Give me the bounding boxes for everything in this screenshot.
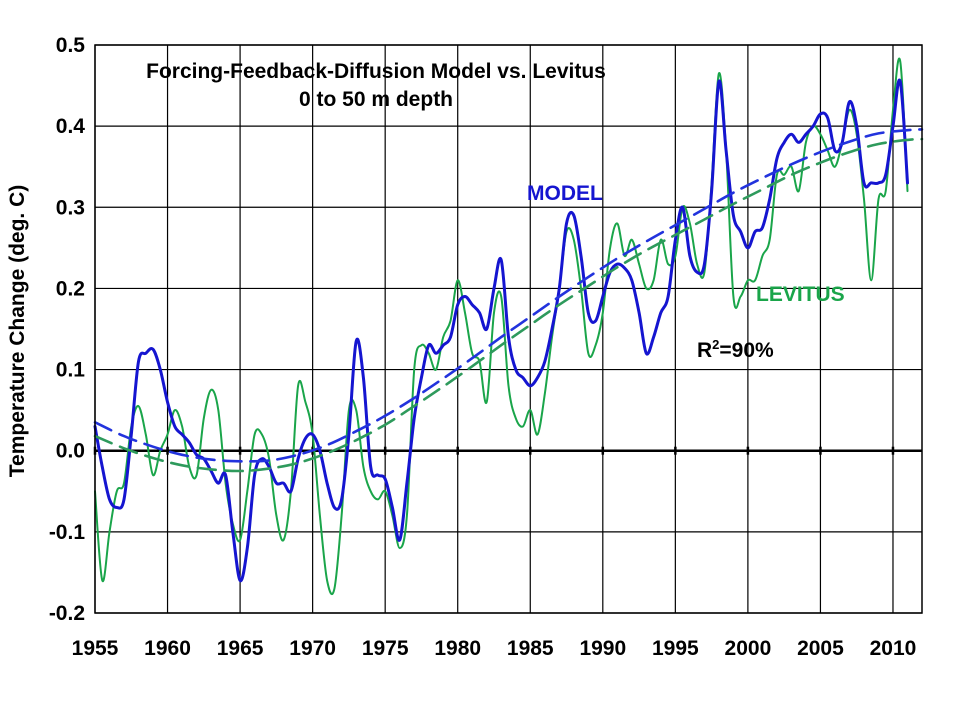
x-tick-label: 1960: [144, 637, 191, 660]
x-tick-label: 1980: [434, 637, 481, 660]
y-tick-label: -0.1: [49, 521, 86, 544]
y-tick-label: 0.3: [56, 196, 85, 219]
x-tick-label: 1985: [507, 637, 554, 660]
y-axis-ticks: -0.2 -0.1 0.0 0.1 0.2 0.3 0.4 0.5: [49, 34, 86, 625]
r-squared-letter: R: [697, 339, 712, 362]
x-tick-label: 2010: [870, 637, 917, 660]
y-tick-label: 0.0: [56, 440, 85, 463]
x-tick-label: 1965: [217, 637, 264, 660]
r-squared-value: =90%: [719, 339, 774, 362]
x-tick-label: 2005: [797, 637, 844, 660]
plot-frame: [94, 44, 923, 614]
model-series-label: MODEL: [527, 182, 603, 205]
y-tick-label: 0.4: [56, 115, 86, 138]
x-axis-ticks: 1955 1960 1965 1970 1975 1980 1985 1990 1995 2000…: [72, 637, 917, 660]
levitus-series-label: LEVITUS: [756, 283, 845, 306]
y-axis-label: Temperature Change (deg. C): [6, 185, 29, 477]
x-tick-label: 1990: [579, 637, 626, 660]
x-tick-label: 1975: [362, 637, 409, 660]
chart-title: Forcing-Feedback-Diffusion Model vs. Lev…: [146, 60, 606, 83]
r-squared-annotation: R2=90%: [697, 337, 774, 362]
levitus-trend-line: [93, 137, 924, 473]
y-tick-label: 0.1: [56, 359, 86, 382]
x-tick-label: 2000: [725, 637, 772, 660]
plot-border: [94, 44, 923, 614]
series-group: [93, 57, 924, 596]
model-trend-line: [93, 128, 924, 463]
x-tick-label: 1995: [652, 637, 699, 660]
chart-subtitle: 0 to 50 m depth: [299, 88, 453, 111]
y-tick-label: -0.2: [49, 602, 85, 625]
y-tick-label: 0.5: [56, 34, 86, 57]
x-tick-label: 1955: [72, 637, 119, 660]
y-tick-label: 0.2: [56, 277, 85, 300]
x-tick-label: 1970: [289, 637, 336, 660]
r-squared-superscript: 2: [712, 337, 719, 352]
